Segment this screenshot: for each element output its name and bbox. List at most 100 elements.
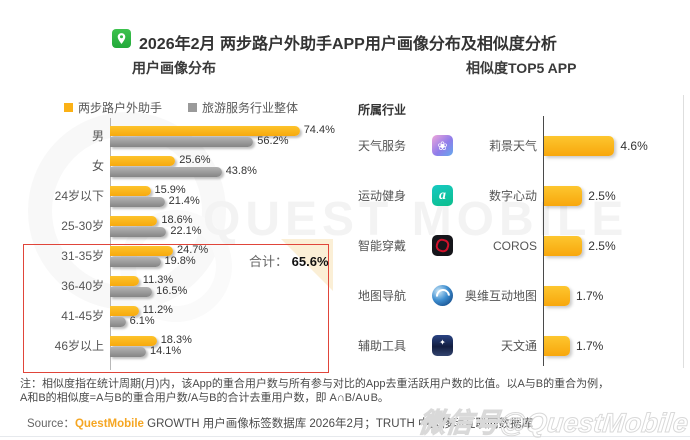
legend: 两步路户外助手 旅游服务行业整体 [64,99,298,116]
bar-industry-overall [110,347,146,357]
similarity-value-label: 1.7% [576,289,604,303]
page-title: 2026年2月 两步路户外助手APP用户画像分布及相似度分析 [139,36,557,53]
value-label-industry-overall: 21.4% [168,195,200,207]
bar-two-step-road [110,156,176,166]
value-label-two-step-road: 24.7% [177,244,209,256]
similarity-row: 智能穿戴 COROS 2.5% [345,231,690,261]
industry-label: 辅助工具 [358,339,407,353]
footnote-line2: A和B的相似度=A与B的重合用户数/A与B的合计去重用户数，即 A∩B/A∪B。 [20,392,389,404]
category-label: 24岁以下 [54,189,104,203]
value-label-industry-overall: 16.5% [156,285,188,297]
similarity-row: 辅助工具 天文通 1.7% [345,331,690,361]
legend-swatch-yellow [64,103,73,112]
category-label: 36-40岁 [61,279,104,293]
source-prefix: Source： [27,418,75,430]
bar-two-step-road [110,276,139,286]
value-label-two-step-road: 74.4% [303,124,335,136]
tianwentong-app-icon [432,335,453,356]
location-pin-icon [117,33,126,44]
category-label: 31-35岁 [61,249,104,263]
legend-item-app: 两步路户外助手 [64,99,162,116]
bar-industry-overall [110,257,161,267]
value-label-industry-overall: 56.2% [257,135,289,147]
similarity-row: 天气服务 莉景天气 4.6% [345,131,690,161]
value-label-industry-overall: 19.8% [164,255,196,267]
industry-label: 运动健身 [358,189,407,203]
value-label-industry-overall: 6.1% [129,315,155,327]
left-chart-row: 41-45岁 11.2% 6.1% [24,301,424,331]
value-label-two-step-road: 15.9% [154,184,186,196]
footnote-line1: 注：相似度指在统计周期(月)内，该App的重合用户数与所有参与对比的App去重活… [20,378,610,390]
left-chart-row: 31-35岁 24.7% 19.8% [24,241,424,271]
left-chart-row: 男 74.4% 56.2% [24,121,424,151]
two-step-road-app-icon [112,29,131,48]
similarity-bar [544,136,615,156]
similarity-value-label: 1.7% [576,339,604,353]
total-label: 合计： [249,254,289,269]
category-label: 46岁以上 [54,339,104,353]
value-label-two-step-road: 11.3% [142,274,174,286]
ovital-map-app-icon [432,285,453,306]
left-section-title: 用户画像分布 [132,60,216,76]
left-chart-row: 36-40岁 11.3% 16.5% [24,271,424,301]
right-section-border [683,95,684,368]
bar-two-step-road [110,186,151,196]
bar-two-step-road [110,336,157,346]
bar-industry-overall [110,287,153,297]
digital-heartbeat-app-icon [432,185,453,206]
industry-label: 天气服务 [358,139,407,153]
category-label: 男 [91,129,104,143]
bar-two-step-road [110,246,173,256]
right-section-title: 相似度TOP5 APP [466,60,577,76]
bar-industry-overall [110,227,167,237]
legend-label-app: 两步路户外助手 [78,101,163,115]
value-label-two-step-road: 18.6% [161,214,193,226]
similarity-bar [544,286,570,306]
bar-two-step-road [110,126,300,136]
bar-two-step-road [110,216,158,226]
left-chart-row: 46岁以上 18.3% 14.1% [24,331,424,361]
similarity-value-label: 4.6% [620,139,648,153]
value-label-two-step-road: 11.2% [142,304,173,316]
similarity-value-label: 2.5% [588,239,616,253]
similarity-bar [544,336,570,356]
legend-swatch-gray [188,103,198,112]
industry-column-header: 所属行业 [358,103,407,117]
account-handle-watermark: 微信号@QuestMobile [416,408,690,439]
value-label-industry-overall: 22.1% [170,225,202,237]
category-label: 25-30岁 [61,219,104,233]
similarity-bar [544,236,583,256]
app-name-label: 数字心动 [488,189,537,203]
bar-two-step-road [110,306,139,316]
total-value: 65.6% [291,254,329,269]
value-label-two-step-road: 25.6% [179,154,211,166]
bar-industry-overall [110,167,222,177]
source-line: Source：QuestMobile GROWTH 用户画像标签数据库 2026… [27,415,533,431]
coros-app-icon [432,235,453,256]
similarity-bar [544,186,583,206]
app-name-label: COROS [492,239,537,253]
right-chart-axis [543,116,544,366]
left-chart-row: 25-30岁 18.6% 22.1% [24,211,424,241]
highlight-total: 合计： 65.6% [249,251,329,270]
bar-industry-overall [110,317,126,327]
left-chart-row: 24岁以下 15.9% 21.4% [24,181,424,211]
source-brand: QuestMobile [74,418,144,430]
bar-industry-overall [110,197,165,207]
legend-item-industry: 旅游服务行业整体 [188,99,298,116]
left-chart-row: 女 25.6% 43.8% [24,151,424,181]
legend-label-industry: 旅游服务行业整体 [202,101,299,115]
bar-industry-overall [110,137,254,147]
category-label: 41-45岁 [61,309,104,323]
category-label: 女 [91,159,104,173]
similarity-row: 地图导航 奥维互动地图 1.7% [345,281,690,311]
app-name-label: 奥维互动地图 [464,289,537,303]
value-label-two-step-road: 18.3% [160,334,192,346]
bottom-divider [0,436,690,437]
similarity-row: 运动健身 数字心动 2.5% [345,181,690,211]
similarity-value-label: 2.5% [588,189,616,203]
industry-label: 智能穿戴 [358,239,407,253]
app-name-label: 天文通 [500,339,537,353]
app-name-label: 莉景天气 [488,139,537,153]
